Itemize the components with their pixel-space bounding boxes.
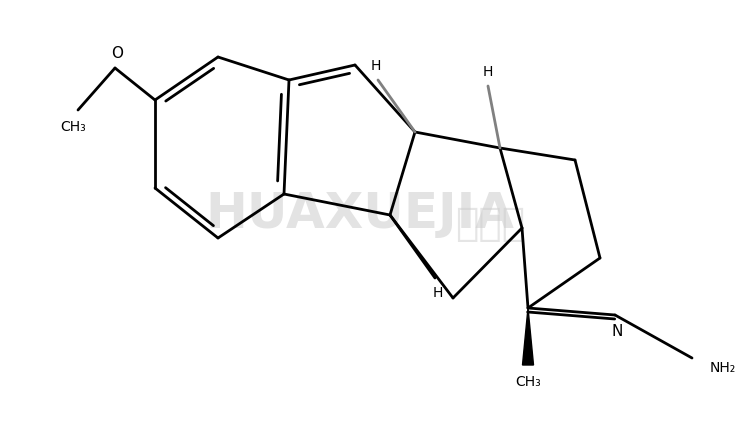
Text: N: N [611, 323, 623, 339]
Text: 化学加: 化学加 [455, 205, 525, 243]
Polygon shape [522, 308, 533, 365]
Text: HUAXUEJIA: HUAXUEJIA [206, 190, 514, 238]
Text: H: H [433, 286, 443, 300]
Text: CH₃: CH₃ [60, 120, 86, 134]
Text: NH₂: NH₂ [710, 361, 736, 375]
Text: H: H [483, 65, 493, 79]
Text: CH₃: CH₃ [515, 375, 541, 389]
Text: H: H [371, 59, 381, 73]
Text: O: O [111, 46, 123, 62]
